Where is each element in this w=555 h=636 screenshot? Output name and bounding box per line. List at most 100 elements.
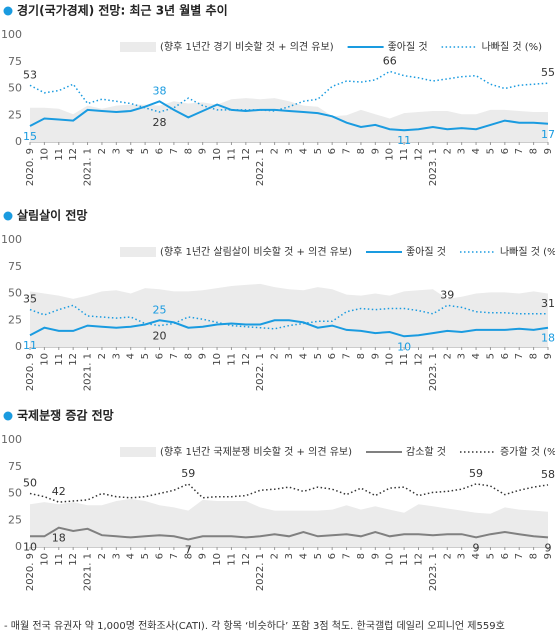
x-tick-label: 3 — [284, 353, 295, 359]
x-tick-label: 7 — [514, 553, 525, 559]
line — [29, 319, 549, 338]
x-tick-label: 12 — [414, 148, 425, 161]
data-label: 42 — [52, 485, 66, 498]
x-tick-label: 10 — [39, 148, 50, 161]
x-tick-label: 8 — [356, 553, 367, 559]
x-tick-label: 4 — [471, 553, 482, 559]
x-tick-label: 3 — [284, 148, 295, 154]
x-tick-label: 3 — [111, 553, 122, 559]
y-tick-label: 100 — [1, 433, 22, 446]
line — [29, 483, 549, 503]
x-tick-label: 11 — [226, 353, 237, 366]
x-tick-label: 4 — [126, 148, 137, 154]
data-label: 50 — [23, 477, 37, 490]
x-tick-label: 5 — [485, 553, 496, 559]
x-tick-label: 10 — [212, 553, 223, 566]
x-tick-label: 9 — [198, 353, 209, 359]
x-tick-label: 11 — [226, 553, 237, 566]
x-tick-label: 6 — [500, 148, 511, 154]
x-tick-label: 7 — [514, 148, 525, 154]
legend-label: 좋아질 것 — [388, 41, 428, 53]
x-tick-label: 2023. 1 — [428, 353, 439, 391]
x-tick-label: 12 — [68, 148, 79, 161]
area — [30, 283, 548, 347]
y-tick-label: 50 — [8, 287, 22, 300]
x-tick-label: 6 — [155, 553, 166, 559]
x-tick-label: 8 — [356, 148, 367, 154]
x-tick-label: 10 — [385, 353, 396, 366]
x-tick-label: 4 — [126, 353, 137, 359]
x-tick-label: 10 — [385, 148, 396, 161]
x-tick-label: 2 — [270, 353, 281, 359]
x-tick-label: 11 — [399, 148, 410, 161]
data-label: 66 — [383, 54, 397, 67]
footnote: - 매월 전국 유권자 약 1,000명 전화조사(CATI). 각 항목 ‘비… — [4, 619, 505, 632]
legend-swatch — [120, 42, 156, 52]
title-bullet — [3, 6, 13, 16]
x-tick-label: 8 — [356, 353, 367, 359]
legend-label: 증가할 것 (%) — [500, 446, 555, 458]
area — [30, 98, 548, 142]
y-tick-label: 75 — [8, 260, 22, 273]
x-tick-label: 12 — [68, 353, 79, 366]
legend-label: (향후 1년간 국제분쟁 비슷할 것 + 의견 유보) — [160, 446, 352, 458]
data-label: 20 — [153, 330, 167, 343]
y-tick-label: 25 — [8, 313, 22, 326]
data-label: 58 — [541, 468, 555, 481]
x-tick-label: 5 — [313, 148, 324, 154]
line — [29, 70, 549, 113]
x-tick-label: 12 — [414, 553, 425, 566]
y-tick-label: 0 — [15, 135, 22, 148]
x-tick-label: 10 — [212, 148, 223, 161]
x-tick-label: 2020. 9 — [25, 148, 36, 186]
x-tick-label: 2021. 1 — [83, 353, 94, 391]
y-tick-label: 75 — [8, 460, 22, 473]
x-tick-label: 10 — [39, 553, 50, 566]
data-label: 17 — [541, 128, 555, 141]
x-tick-label: 2021. 1 — [83, 553, 94, 591]
x-tick-label: 6 — [155, 353, 166, 359]
x-tick-label: 8 — [183, 553, 194, 559]
x-tick-label: 6 — [327, 553, 338, 559]
x-tick-label: 12 — [414, 353, 425, 366]
x-tick-label: 7 — [169, 148, 180, 154]
x-tick-label: 5 — [140, 553, 151, 559]
x-tick-label: 6 — [327, 148, 338, 154]
data-label: 25 — [153, 303, 167, 316]
x-tick-label: 12 — [241, 353, 252, 366]
x-tick-label: 7 — [514, 353, 525, 359]
y-tick-label: 75 — [8, 55, 22, 68]
x-tick-label: 3 — [457, 353, 468, 359]
x-tick-label: 5 — [140, 148, 151, 154]
x-tick-label: 2 — [442, 553, 453, 559]
x-tick-label: 8 — [183, 148, 194, 154]
x-tick-label: 12 — [68, 553, 79, 566]
x-tick-label: 2023. 1 — [428, 148, 439, 186]
x-tick-label: 2 — [97, 353, 108, 359]
y-tick-label: 100 — [1, 28, 22, 41]
x-tick-label: 3 — [284, 553, 295, 559]
x-tick-label: 9 — [370, 353, 381, 359]
area — [30, 498, 548, 547]
x-tick-label: 4 — [471, 353, 482, 359]
data-label: 15 — [23, 130, 37, 143]
x-tick-label: 10 — [212, 353, 223, 366]
y-tick-label: 25 — [8, 513, 22, 526]
data-label: 53 — [23, 68, 37, 81]
x-tick-label: 4 — [298, 353, 309, 359]
x-tick-label: 2021. 1 — [83, 148, 94, 186]
data-label: 28 — [153, 116, 167, 129]
legend-swatch — [120, 247, 156, 257]
x-tick-label: 7 — [169, 553, 180, 559]
x-tick-label: 7 — [169, 353, 180, 359]
x-tick-label: 11 — [54, 353, 65, 366]
x-tick-label: 11 — [399, 353, 410, 366]
legend-label: 감소할 것 — [406, 446, 446, 458]
x-tick-label: 9 — [198, 553, 209, 559]
legend-swatch — [120, 447, 156, 457]
data-label: 11 — [23, 339, 37, 352]
x-tick-label: 11 — [54, 553, 65, 566]
line — [29, 100, 549, 132]
x-tick-label: 4 — [126, 553, 137, 559]
